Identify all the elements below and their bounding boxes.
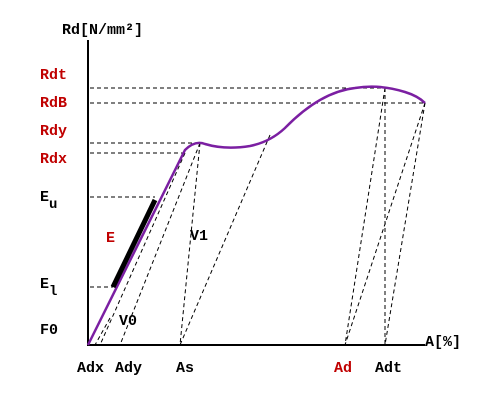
- label: E: [40, 276, 49, 293]
- y-label: Eu: [40, 189, 57, 213]
- y-label: F0: [40, 322, 58, 339]
- guide: [384, 102, 426, 346]
- y-label: Rdx: [40, 151, 67, 168]
- label: E: [40, 189, 49, 206]
- guides: [90, 87, 426, 346]
- subscript: l: [49, 284, 57, 300]
- y-label: RdB: [40, 95, 67, 112]
- x-label: Adt: [375, 360, 402, 377]
- x-label: Ady: [115, 360, 142, 377]
- y-axis-title: Rd[N/mm²]: [62, 22, 143, 39]
- stress-strain-curve: [86, 85, 426, 346]
- y-label: El: [40, 276, 57, 300]
- x-label: Ad: [334, 360, 352, 377]
- guide: [179, 142, 201, 346]
- guide: [344, 87, 386, 346]
- x-label: As: [176, 360, 194, 377]
- guide: [344, 102, 426, 346]
- guide: [179, 134, 271, 346]
- guide: [94, 317, 111, 346]
- subscript: u: [49, 197, 57, 213]
- x-label: Adx: [77, 360, 104, 377]
- annotation: V0: [119, 313, 137, 330]
- annotation: V1: [190, 228, 208, 245]
- x-axis-title: A[%]: [425, 334, 461, 351]
- y-label: Rdy: [40, 123, 67, 140]
- elastic-segment: [110, 198, 158, 289]
- guide: [119, 142, 201, 346]
- annotation: E: [106, 230, 115, 247]
- guide: [99, 152, 186, 346]
- y-label: Rdt: [40, 67, 67, 84]
